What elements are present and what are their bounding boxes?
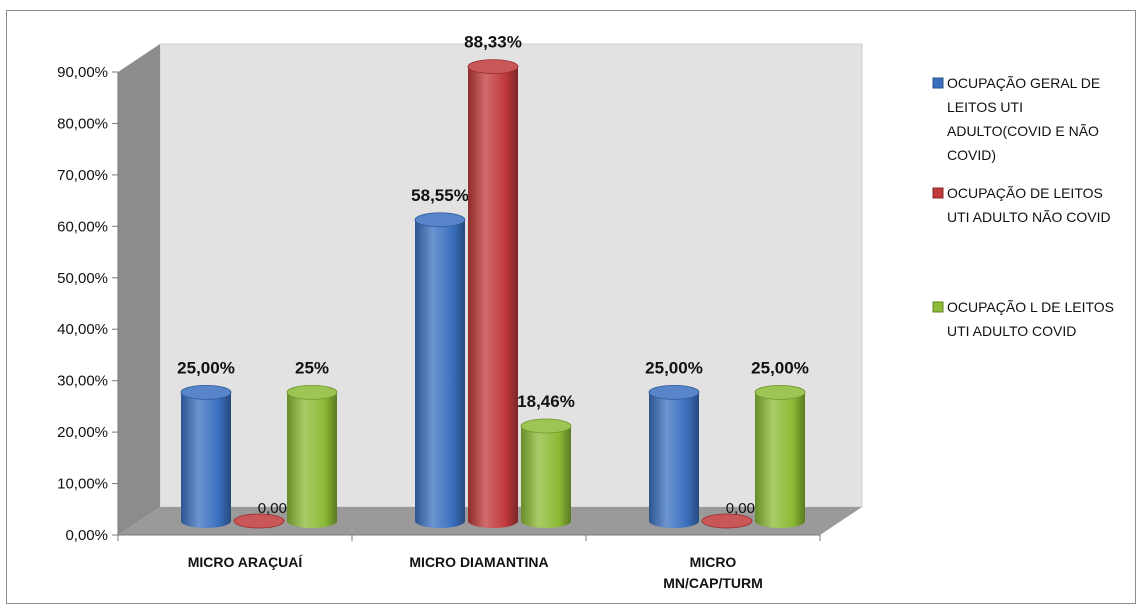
chart-side-wall [118,44,160,535]
bar-top [233,513,285,529]
data-label: 25% [295,358,329,377]
y-tick-label: 50,00% [57,270,108,287]
bar [521,426,571,528]
bar-top [286,384,338,400]
legend-label: OCUPAÇÃO DE LEITOS [947,185,1103,201]
x-tick-label: MICRO [690,554,737,570]
bar-top [520,418,572,434]
legend-label: UTI ADULTO COVID [947,323,1076,339]
y-tick-label: 90,00% [57,64,108,81]
legend-label: OCUPAÇÃO GERAL DE [947,75,1100,91]
bar-top [754,384,806,400]
x-tick-label: MN/CAP/TURM [663,575,763,591]
bar-top [648,384,700,400]
y-tick-label: 10,00% [57,476,108,493]
y-tick-label: 60,00% [57,218,108,235]
data-label: 25,00% [751,358,809,377]
bar [468,66,518,529]
bar-top [180,384,232,400]
y-tick-label: 0,00% [65,527,108,544]
y-tick-label: 80,00% [57,115,108,132]
legend-label: UTI ADULTO NÃO COVID [947,209,1111,225]
legend-swatch [932,301,944,313]
y-tick-label: 20,00% [57,424,108,441]
y-tick-label: 70,00% [57,167,108,184]
legend-label: ADULTO(COVID E NÃO [947,123,1099,139]
legend-swatch [932,187,944,199]
bar-top [467,59,519,74]
legend-label: COVID) [947,147,996,163]
data-label: 25,00% [645,358,703,377]
data-label: 58,55% [411,186,469,205]
bar-top [701,513,753,529]
legend-label: LEITOS UTI [947,99,1023,115]
x-tick-label: MICRO ARAÇUAÍ [188,554,304,570]
data-label: 88,33% [464,33,522,52]
bar [415,219,465,528]
bar-top [414,212,466,228]
legend-swatch [932,77,944,89]
data-label: 25,00% [177,358,235,377]
legend-label: OCUPAÇÃO L DE LEITOS [947,299,1114,315]
y-tick-label: 40,00% [57,321,108,338]
y-tick-label: 30,00% [57,373,108,390]
bar [649,392,699,528]
bar [755,392,805,528]
bar [287,392,337,528]
x-tick-label: MICRO DIAMANTINA [409,554,548,570]
bar [181,392,231,528]
data-label: 18,46% [517,392,575,411]
